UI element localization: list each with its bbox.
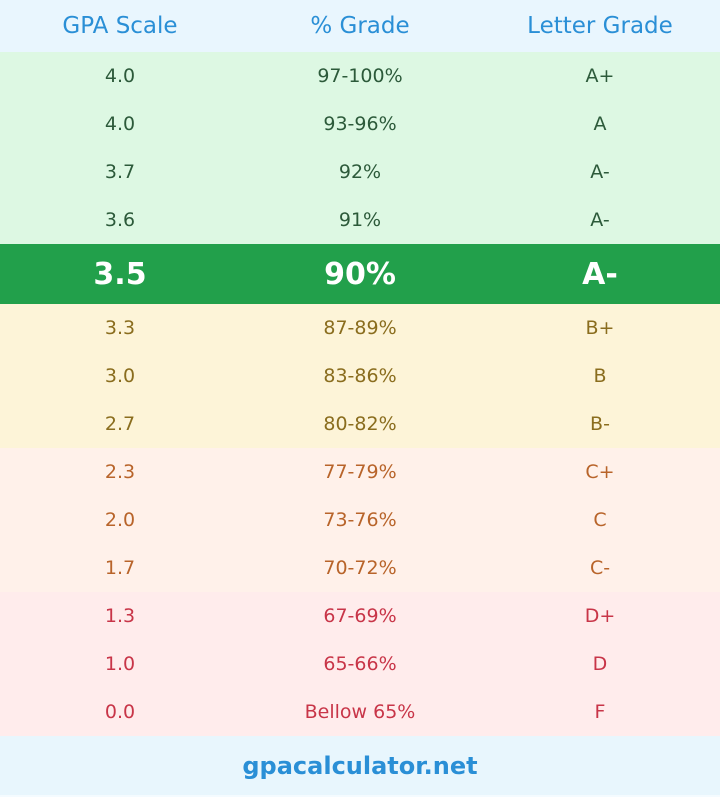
header-letter-grade: Letter Grade	[527, 13, 673, 39]
table-row: 2.0 73-76% C	[0, 496, 720, 544]
gpa-cell: 0.0	[104, 701, 136, 723]
highlighted-row: 3.5 90% A-	[0, 244, 720, 304]
letter-cell: A+	[585, 65, 615, 87]
letter-cell: D+	[584, 605, 616, 627]
letter-cell: D	[592, 653, 608, 675]
percent-cell: 87-89%	[323, 317, 397, 339]
letter-cell: A-	[590, 209, 610, 231]
gpa-cell: 1.0	[104, 653, 136, 675]
gpa-cell: 4.0	[104, 65, 136, 87]
gpa-cell: 1.7	[104, 557, 136, 579]
table-row: 3.0 83-86% B	[0, 352, 720, 400]
letter-cell: F	[594, 701, 606, 723]
percent-cell: 91%	[338, 209, 382, 231]
letter-cell: C+	[585, 461, 615, 483]
table-row: 1.7 70-72% C-	[0, 544, 720, 592]
table-header: GPA Scale % Grade Letter Grade	[0, 0, 720, 52]
percent-cell: 90%	[324, 256, 396, 292]
gpa-cell: 3.0	[104, 365, 136, 387]
table-row: 1.3 67-69% D+	[0, 592, 720, 640]
table-row: 3.3 87-89% B+	[0, 304, 720, 352]
percent-cell: 65-66%	[323, 653, 397, 675]
gpa-cell: 2.0	[104, 509, 136, 531]
percent-cell: Bellow 65%	[304, 701, 416, 723]
letter-cell: A-	[590, 161, 610, 183]
gpa-cell: 2.7	[104, 413, 136, 435]
table-row: 4.0 97-100% A+	[0, 52, 720, 100]
table-row: 3.6 91% A-	[0, 196, 720, 244]
percent-cell: 67-69%	[323, 605, 397, 627]
percent-cell: 80-82%	[323, 413, 397, 435]
percent-cell: 77-79%	[323, 461, 397, 483]
table-row: 2.3 77-79% C+	[0, 448, 720, 496]
letter-cell: B-	[590, 413, 610, 435]
gpa-cell: 2.3	[104, 461, 136, 483]
letter-cell: B+	[585, 317, 615, 339]
footer: gpacalculator.net	[0, 736, 720, 795]
table-row: 2.7 80-82% B-	[0, 400, 720, 448]
header-percent-grade: % Grade	[310, 13, 410, 39]
percent-cell: 92%	[338, 161, 382, 183]
percent-cell: 93-96%	[323, 113, 397, 135]
gpa-cell: 3.5	[93, 256, 147, 292]
letter-cell: B	[593, 365, 607, 387]
percent-cell: 83-86%	[323, 365, 397, 387]
table-row: 1.0 65-66% D	[0, 640, 720, 688]
gpa-cell: 3.7	[104, 161, 136, 183]
percent-cell: 97-100%	[317, 65, 403, 87]
letter-cell: C	[593, 509, 607, 531]
table-row: 0.0 Bellow 65% F	[0, 688, 720, 736]
gpa-cell: 3.6	[104, 209, 136, 231]
letter-cell: C-	[589, 557, 611, 579]
table-row: 3.7 92% A-	[0, 148, 720, 196]
site-name: gpacalculator.net	[242, 751, 478, 780]
letter-cell: A	[593, 113, 607, 135]
gpa-cell: 3.3	[104, 317, 136, 339]
table-row: 4.0 93-96% A	[0, 100, 720, 148]
letter-cell: A-	[582, 256, 618, 292]
gpa-cell: 1.3	[104, 605, 136, 627]
percent-cell: 73-76%	[323, 509, 397, 531]
percent-cell: 70-72%	[323, 557, 397, 579]
gpa-cell: 4.0	[104, 113, 136, 135]
header-gpa-scale: GPA Scale	[62, 13, 178, 39]
